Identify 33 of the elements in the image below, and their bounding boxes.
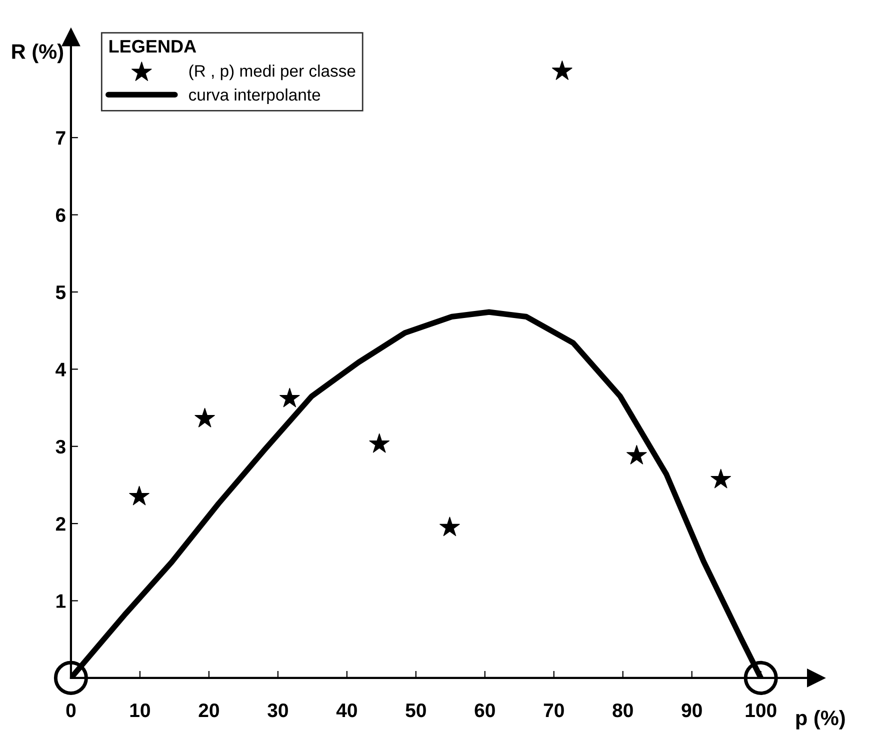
y-tick-label: 4 <box>56 362 66 376</box>
y-axis-title: R (%) <box>12 44 64 64</box>
point <box>440 516 460 536</box>
point <box>280 388 300 408</box>
point <box>626 444 647 464</box>
x-tick-label: 0 <box>66 703 76 718</box>
point <box>129 486 150 506</box>
y-tick-label: 2 <box>56 517 66 531</box>
point <box>194 408 215 428</box>
y-tick-label: 7 <box>56 131 66 145</box>
point <box>369 433 390 453</box>
x-tick-label: 50 <box>406 703 426 718</box>
legend-label: (R , p) medi per classe <box>189 64 356 80</box>
point <box>710 468 731 488</box>
point <box>552 60 572 80</box>
y-tick-label: 1 <box>56 594 66 608</box>
legend-label: curva interpolante <box>189 88 320 104</box>
x-tick-label: 80 <box>612 703 633 718</box>
x-tick-label: 20 <box>198 703 219 718</box>
x-tick-label: 40 <box>336 703 357 718</box>
y-tick-label: 3 <box>56 440 66 454</box>
y-tick-label: 5 <box>56 286 66 300</box>
point <box>744 660 778 695</box>
x-axis-title: p (%) <box>796 710 845 730</box>
x-tick-label: 10 <box>130 703 150 718</box>
legend-title: LEGENDA <box>110 40 196 53</box>
x-tick-label: 70 <box>544 703 564 718</box>
point <box>54 660 88 695</box>
x-tick-label: 30 <box>268 703 288 718</box>
x-tick-label: 100 <box>746 703 776 718</box>
y-tick-label: 6 <box>56 208 66 222</box>
x-tick-label: 90 <box>682 703 702 718</box>
x-tick-label: 60 <box>474 703 495 718</box>
